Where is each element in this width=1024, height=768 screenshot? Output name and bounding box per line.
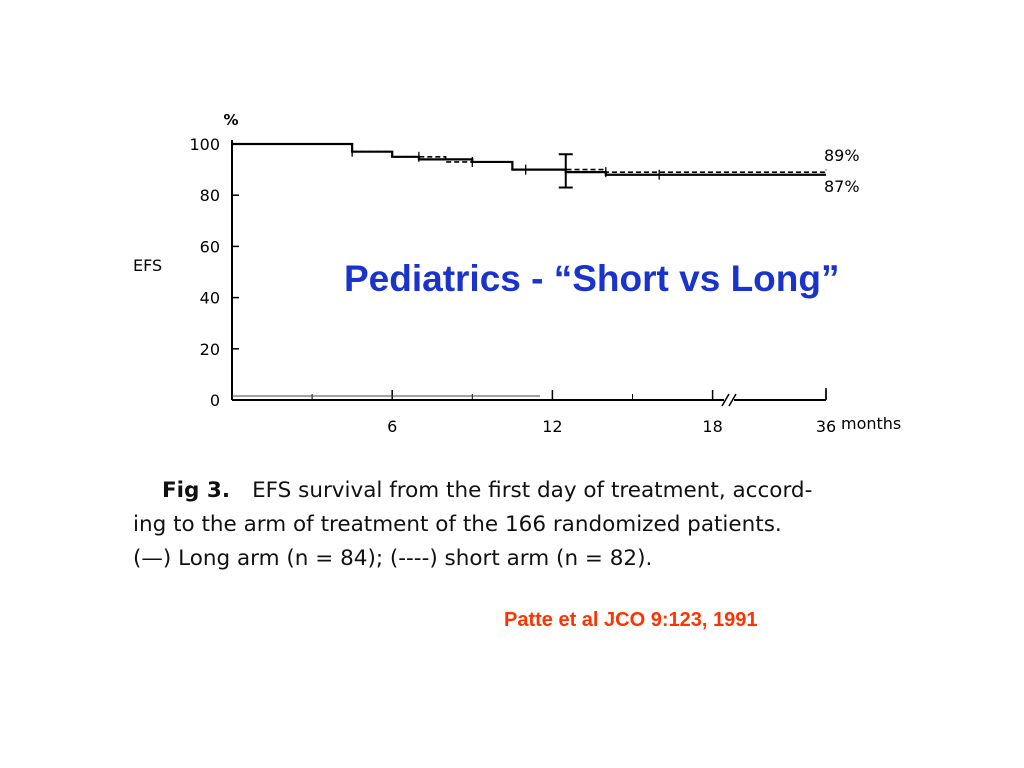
x-tick-label: 36 — [816, 417, 836, 436]
x-tick-label: 6 — [387, 417, 397, 436]
y-tick-label: 40 — [200, 289, 220, 308]
chart-marks — [232, 142, 827, 397]
tick-labels: 0 20 40 60 80 100 6 12 18 36 87% 89% — [189, 135, 859, 436]
x-axis-break-mark — [728, 393, 737, 407]
y-tick-label: 0 — [210, 391, 220, 410]
figure-caption: Fig 3. EFS survival from the first day of… — [133, 474, 933, 576]
series-end-label-short: 89% — [824, 146, 860, 165]
x-unit-label: months — [841, 414, 901, 433]
x-tick-label: 12 — [542, 417, 562, 436]
caption-text-1: EFS survival from the first day of treat… — [252, 478, 813, 503]
citation: Patte et al JCO 9:123, 1991 — [504, 609, 758, 631]
efs-chart: % EFS months 0 20 40 60 80 100 6 12 18 36 87% 89% — [133, 111, 901, 436]
y-tick-label: 80 — [200, 186, 220, 205]
y-unit-label: % — [223, 111, 238, 129]
slide-title: Pediatrics - “Short vs Long” — [344, 258, 840, 299]
y-axis-label: EFS — [133, 256, 162, 275]
x-tick-label: 18 — [702, 417, 722, 436]
y-tick-label: 60 — [200, 237, 220, 256]
y-tick-label: 100 — [189, 135, 220, 154]
figure-label: Fig 3. — [162, 478, 231, 503]
series-short-arm-line — [312, 143, 827, 173]
series-end-label-long: 87% — [824, 177, 860, 196]
caption-line-3: (—) Long arm (n = 84); (----) short arm … — [133, 546, 653, 571]
caption-line-2: ing to the arm of treatment of the 166 r… — [133, 512, 782, 537]
caption-line-1: Fig 3. EFS survival from the first day of… — [133, 474, 933, 508]
y-tick-label: 20 — [200, 340, 220, 359]
x-axis-break-mark — [721, 393, 730, 407]
